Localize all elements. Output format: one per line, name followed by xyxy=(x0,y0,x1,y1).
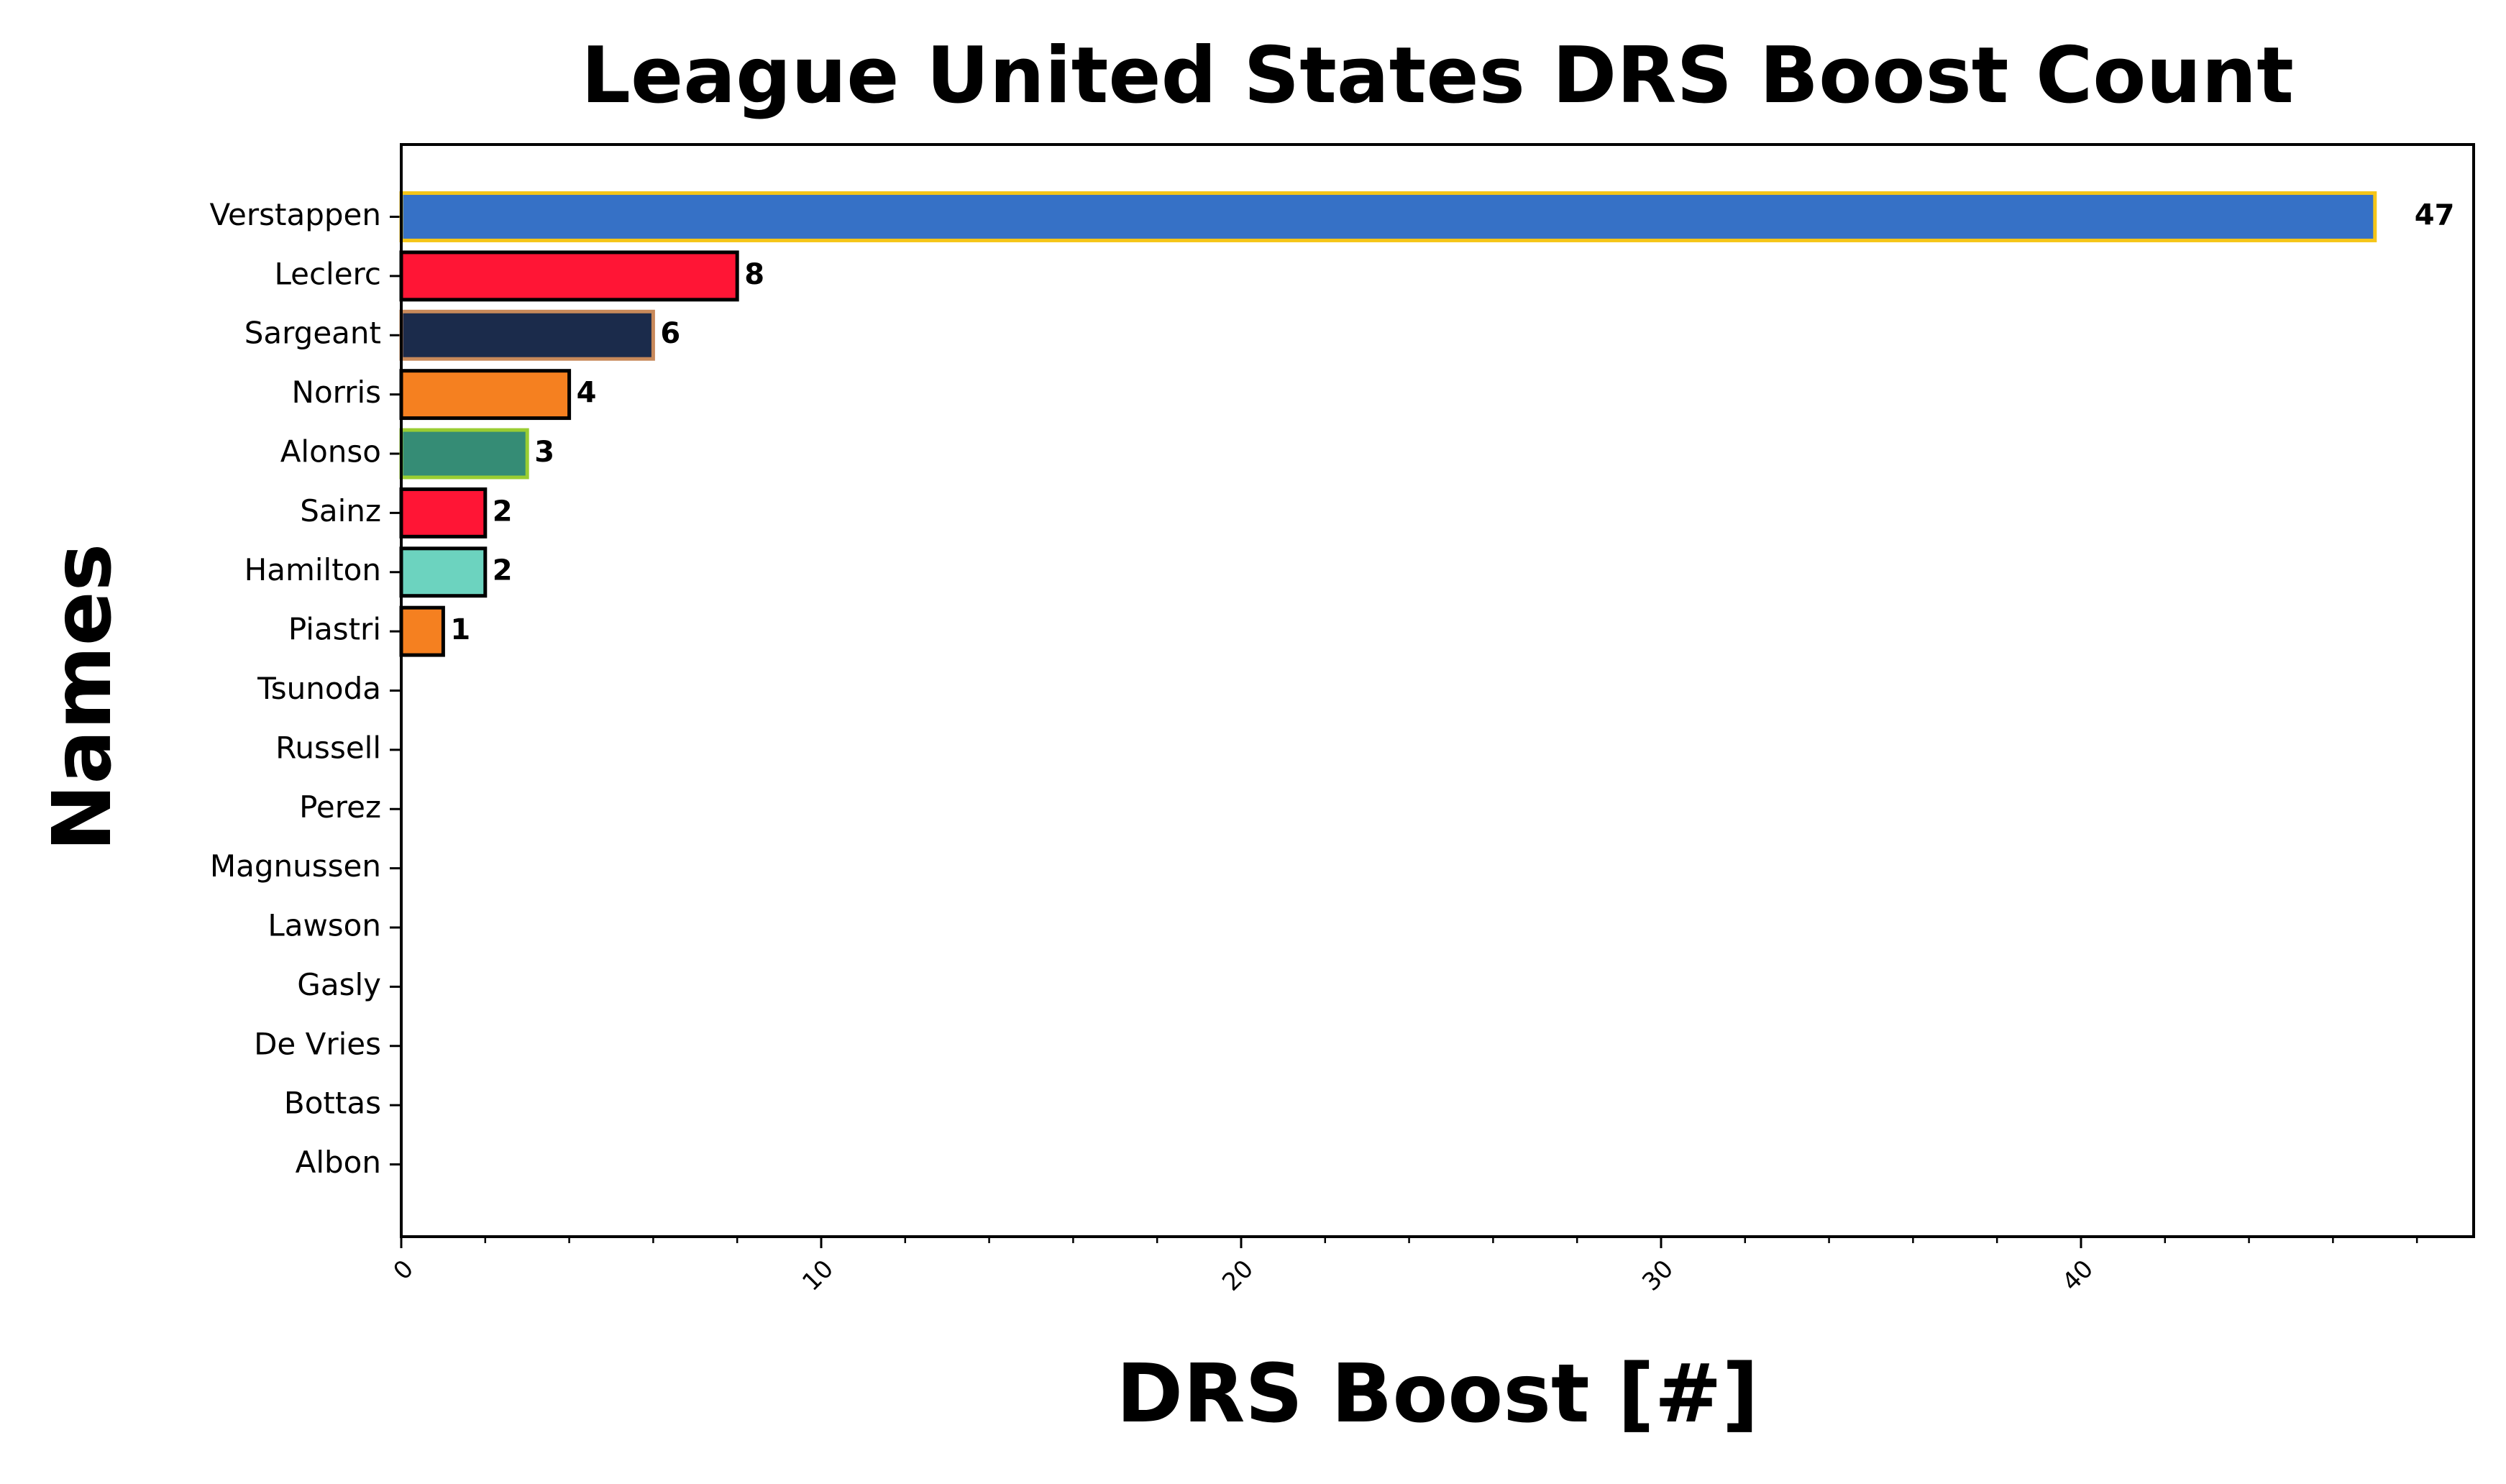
y-tick-label: Gasly xyxy=(297,967,381,1002)
plot-frame xyxy=(400,143,2475,1238)
bar xyxy=(399,250,739,302)
bar xyxy=(399,428,529,480)
data-label: 1 xyxy=(450,613,470,646)
y-tick-label: Albon xyxy=(296,1145,381,1180)
y-tick-label: Sainz xyxy=(300,493,381,528)
bar xyxy=(399,369,572,421)
data-label: 4 xyxy=(577,377,597,410)
y-tick-label: Tsunoda xyxy=(257,671,381,706)
y-tick-label: Piastri xyxy=(288,612,381,647)
y-tick-label: Bottas xyxy=(284,1086,381,1121)
bar xyxy=(399,309,655,361)
y-tick-label: Magnussen xyxy=(210,848,381,884)
data-label: 2 xyxy=(493,554,513,587)
data-label: 8 xyxy=(744,258,764,291)
data-label: 3 xyxy=(534,436,554,469)
y-tick-label: Alonso xyxy=(280,434,381,469)
x-tick-label: 10 xyxy=(797,1255,839,1297)
data-label: 2 xyxy=(493,495,513,528)
bar xyxy=(399,605,445,657)
bar xyxy=(399,487,488,539)
x-tick-label: 40 xyxy=(2057,1255,2099,1297)
chart-title: League United States DRS Boost Count xyxy=(581,31,2294,121)
y-axis-label: Names xyxy=(36,544,129,852)
y-tick-label: Norris xyxy=(292,375,381,410)
y-tick-label: Russell xyxy=(275,730,381,765)
bar xyxy=(399,191,2377,242)
y-tick-label: Sargeant xyxy=(244,316,381,351)
x-tick-label: 0 xyxy=(388,1255,419,1286)
y-tick-label: Perez xyxy=(299,789,381,825)
data-label: 6 xyxy=(660,317,680,350)
y-tick-label: Hamilton xyxy=(244,552,381,587)
y-tick-label: Leclerc xyxy=(274,256,381,291)
y-tick-label: Lawson xyxy=(267,908,381,943)
data-label: 47 xyxy=(2415,198,2455,232)
x-axis-label: DRS Boost [#] xyxy=(1116,1347,1759,1441)
y-tick-label: Verstappen xyxy=(210,197,381,232)
y-tick-label: De Vries xyxy=(254,1026,381,1061)
x-tick-label: 30 xyxy=(1637,1255,1679,1297)
bar xyxy=(399,546,488,598)
x-tick-label: 20 xyxy=(1217,1255,1259,1297)
